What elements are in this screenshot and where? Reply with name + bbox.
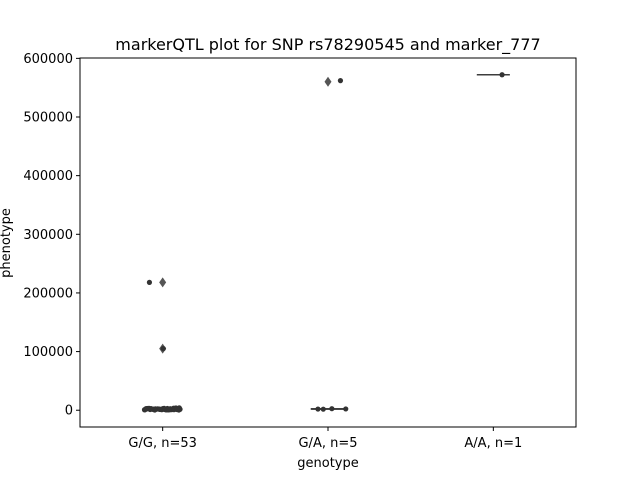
- y-tick-label: 0: [65, 404, 73, 419]
- point: [166, 407, 171, 412]
- point: [175, 406, 180, 411]
- y-tick-label: 400000: [23, 169, 73, 184]
- point: [147, 280, 152, 285]
- x-tick-label: G/A, n=5: [298, 436, 357, 451]
- y-tick-label: 200000: [23, 286, 73, 301]
- y-axis-label: phenotype: [0, 208, 14, 278]
- x-tick-label: G/G, n=53: [128, 436, 196, 451]
- point: [157, 407, 162, 412]
- x-tick-label: A/A, n=1: [464, 436, 522, 451]
- y-tick-label: 600000: [23, 52, 73, 67]
- x-axis-label: genotype: [297, 456, 358, 471]
- chart-title: markerQTL plot for SNP rs78290545 and ma…: [115, 35, 540, 55]
- point: [499, 72, 504, 77]
- point: [321, 407, 326, 412]
- point: [144, 406, 149, 411]
- point: [161, 346, 166, 351]
- point: [338, 78, 343, 83]
- point: [343, 406, 348, 411]
- point: [329, 406, 334, 411]
- y-tick-label: 500000: [23, 110, 73, 125]
- point: [315, 406, 320, 411]
- y-tick-label: 300000: [23, 228, 73, 243]
- point: [152, 407, 157, 412]
- y-tick-label: 100000: [23, 345, 73, 360]
